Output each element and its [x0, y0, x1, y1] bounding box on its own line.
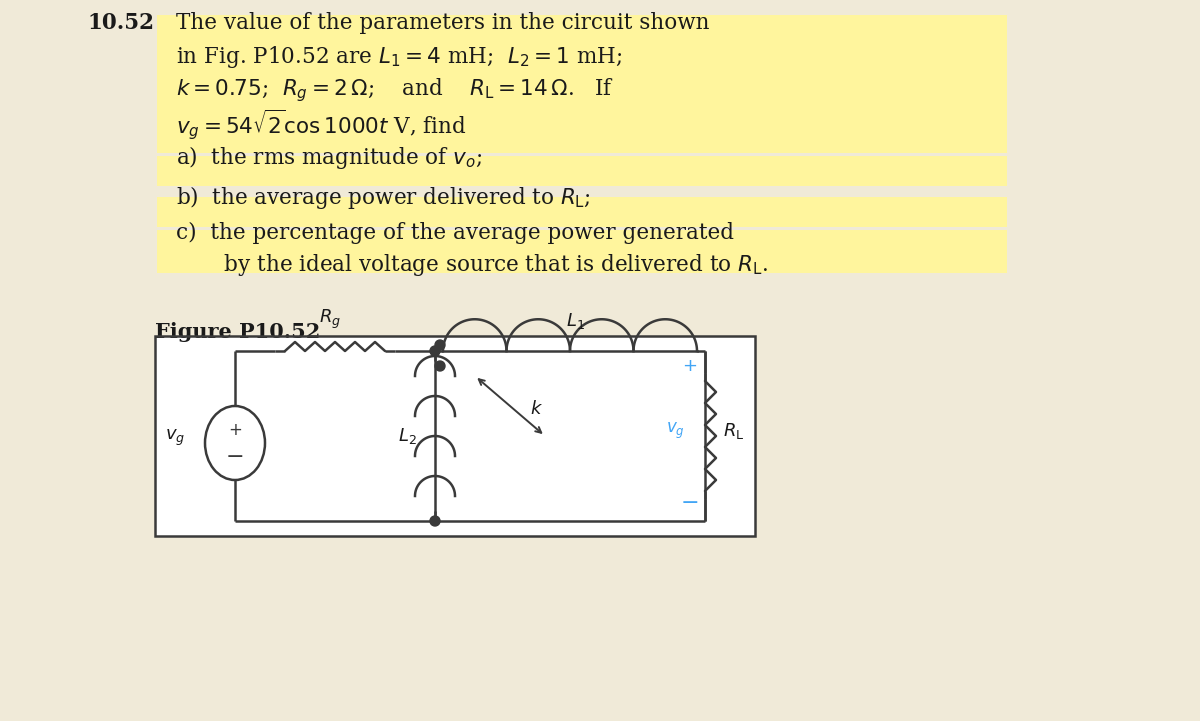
Text: $v_g = 54\sqrt{2}\cos 1000t$ V, find: $v_g = 54\sqrt{2}\cos 1000t$ V, find: [176, 108, 467, 143]
Text: $v_g$: $v_g$: [166, 428, 185, 448]
Bar: [155, 336, 755, 536]
Text: b)  the average power delivered to $R_{\rm L}$;: b) the average power delivered to $R_{\r…: [176, 184, 590, 211]
FancyBboxPatch shape: [157, 15, 1007, 153]
Circle shape: [430, 516, 440, 526]
Text: $L_1$: $L_1$: [565, 311, 584, 331]
Text: 10.52: 10.52: [88, 12, 154, 34]
FancyBboxPatch shape: [157, 156, 1007, 186]
Text: $k = 0.75$;  $R_g = 2\,\Omega$;    and    $R_{\rm L} = 14\,\Omega$.   If: $k = 0.75$; $R_g = 2\,\Omega$; and $R_{\…: [176, 76, 614, 104]
Bar: [155, 336, 755, 536]
Text: +: +: [683, 357, 697, 375]
Text: The value of the parameters in the circuit shown: The value of the parameters in the circu…: [176, 12, 709, 34]
Ellipse shape: [205, 406, 265, 480]
Text: by the ideal voltage source that is delivered to $R_{\rm L}$.: by the ideal voltage source that is deli…: [176, 252, 768, 278]
Circle shape: [430, 346, 440, 356]
Text: $R_{\rm L}$: $R_{\rm L}$: [722, 421, 744, 441]
Text: $k$: $k$: [530, 400, 544, 418]
Circle shape: [436, 361, 445, 371]
Text: −: −: [226, 447, 245, 467]
Circle shape: [436, 340, 445, 350]
Text: Figure P10.52: Figure P10.52: [155, 322, 320, 342]
Text: $L_2$: $L_2$: [398, 426, 418, 446]
Text: $R_g$: $R_g$: [319, 308, 341, 331]
FancyBboxPatch shape: [157, 230, 1007, 273]
Text: c)  the percentage of the average power generated: c) the percentage of the average power g…: [176, 222, 734, 244]
FancyBboxPatch shape: [157, 197, 1007, 227]
Text: a)  the rms magnitude of $v_o$;: a) the rms magnitude of $v_o$;: [176, 144, 482, 171]
Text: −: −: [680, 493, 700, 513]
Text: in Fig. P10.52 are $L_1 = 4$ mH;  $L_2 = 1$ mH;: in Fig. P10.52 are $L_1 = 4$ mH; $L_2 = …: [176, 44, 623, 70]
Text: +: +: [228, 421, 242, 439]
Text: $v_g$: $v_g$: [666, 421, 685, 441]
